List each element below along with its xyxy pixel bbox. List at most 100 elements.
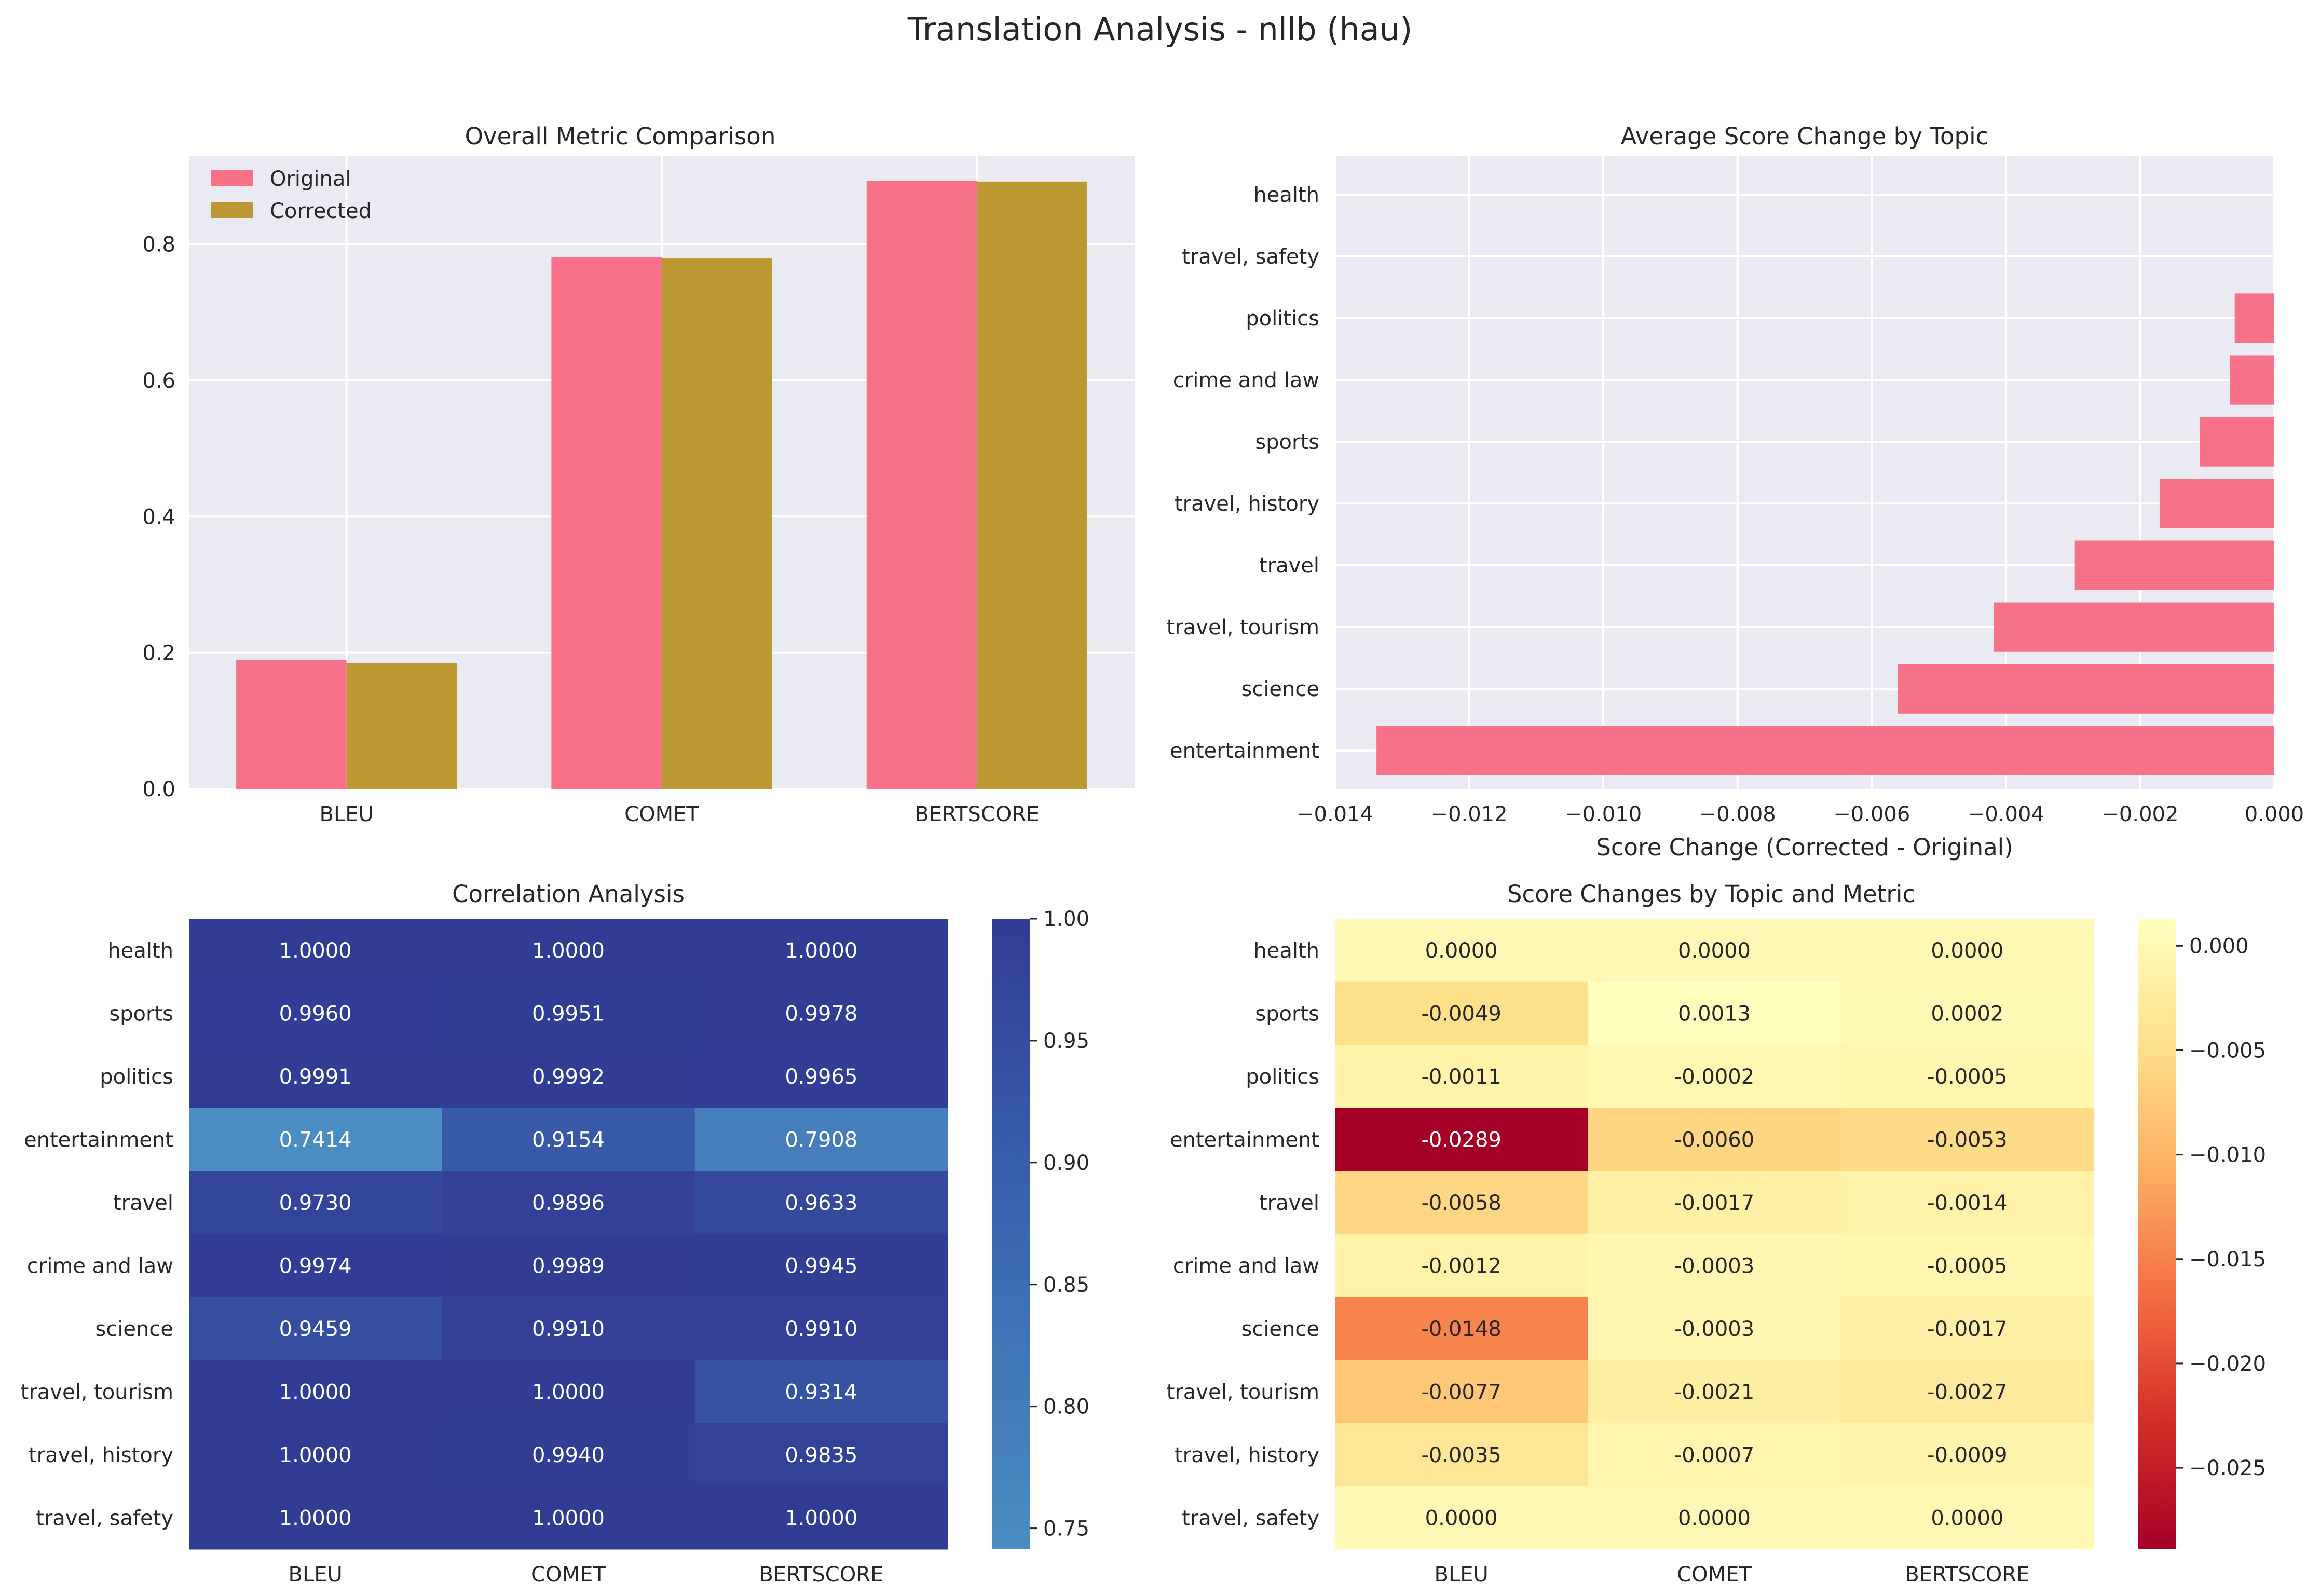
x-tick-label: COMET xyxy=(624,802,699,826)
x-tick-label: BERTSCORE xyxy=(915,802,1039,826)
colorbar-tick-label: −0.025 xyxy=(2189,1456,2266,1480)
heatmap-cell xyxy=(442,1360,695,1424)
cell-label: -0.0017 xyxy=(1927,1317,2007,1341)
colorbar-tick-label: −0.020 xyxy=(2189,1352,2266,1376)
heatmap-cell xyxy=(189,1108,442,1171)
cell-label: 1.0000 xyxy=(532,939,605,963)
column-label: BERTSCORE xyxy=(1905,1563,2029,1587)
x-tick-label: −0.010 xyxy=(1565,802,1642,826)
y-tick-label: 0.0 xyxy=(142,777,175,801)
colorbar xyxy=(992,919,1030,1549)
row-label: politics xyxy=(1246,1065,1319,1089)
heatmap-cell xyxy=(694,919,948,982)
heatmap-cell xyxy=(1588,981,1841,1045)
bar xyxy=(2074,540,2274,590)
cell-label: 0.9633 xyxy=(785,1191,857,1215)
cell-label: 1.0000 xyxy=(279,939,352,963)
cell-label: 0.9314 xyxy=(785,1380,857,1404)
cell-label: 0.9951 xyxy=(532,1002,605,1026)
heatmap-cell xyxy=(1588,1423,1841,1486)
bar-original xyxy=(866,181,977,789)
heatmap-cell xyxy=(1840,919,2094,982)
heatmap-cell xyxy=(1588,1171,1841,1234)
row-label: sports xyxy=(109,1002,173,1026)
bar-corrected xyxy=(662,258,772,789)
row-label: sports xyxy=(1255,1002,1319,1026)
y-tick-label: 0.2 xyxy=(142,642,175,665)
bar xyxy=(2234,293,2274,343)
cell-label: 0.9730 xyxy=(279,1191,352,1215)
cell-label: -0.0027 xyxy=(1927,1380,2007,1404)
column-label: COMET xyxy=(531,1563,606,1587)
bar-original xyxy=(551,257,662,789)
heatmap-cell xyxy=(189,1486,442,1550)
heatmap-cell xyxy=(1840,1360,2094,1424)
bar xyxy=(2230,355,2274,405)
heatmap-cell xyxy=(1840,1486,2094,1550)
heatmap-cell xyxy=(1840,1234,2094,1298)
y-tick-label: crime and law xyxy=(1173,369,1319,392)
y-tick-label: entertainment xyxy=(1170,739,1319,763)
chart-title: Overall Metric Comparison xyxy=(465,122,776,150)
heatmap-cell xyxy=(1840,1297,2094,1360)
row-label: travel, history xyxy=(29,1443,173,1467)
cell-label: -0.0017 xyxy=(1674,1191,1754,1215)
cell-label: 1.0000 xyxy=(279,1380,352,1404)
row-label: travel, safety xyxy=(36,1506,173,1530)
heatmap-cell xyxy=(1840,1171,2094,1234)
cell-label: 0.9896 xyxy=(532,1191,605,1215)
heatmap-cell xyxy=(189,1045,442,1108)
cell-label: 0.0000 xyxy=(1931,1506,2003,1530)
colorbar-tick-label: −0.015 xyxy=(2189,1248,2266,1272)
cell-label: 1.0000 xyxy=(279,1506,352,1530)
cell-label: -0.0058 xyxy=(1421,1191,1501,1215)
cell-label: -0.0005 xyxy=(1927,1254,2007,1278)
colorbar-tick-label: 0.80 xyxy=(1043,1395,1089,1419)
heatmap-cell xyxy=(442,1297,695,1360)
row-label: travel, tourism xyxy=(1167,1380,1319,1404)
cell-label: 0.9991 xyxy=(279,1065,352,1089)
cell-label: 0.9965 xyxy=(785,1065,857,1089)
heatmap-cell xyxy=(442,1045,695,1108)
cell-label: -0.0021 xyxy=(1674,1380,1754,1404)
cell-label: 0.9978 xyxy=(785,1002,857,1026)
heatmap-cell xyxy=(1840,1108,2094,1171)
column-label: BLEU xyxy=(1435,1563,1489,1587)
cell-label: 1.0000 xyxy=(532,1380,605,1404)
bar xyxy=(2159,479,2274,528)
heatmap-cell xyxy=(1335,1234,1588,1298)
heatmap-cell xyxy=(442,1108,695,1171)
column-label: BERTSCORE xyxy=(759,1563,883,1587)
legend-swatch xyxy=(211,202,253,218)
row-label: entertainment xyxy=(1170,1128,1319,1152)
cell-label: 0.0000 xyxy=(1678,1506,1751,1530)
bar xyxy=(1898,664,2274,714)
heatmap-cell xyxy=(1840,1045,2094,1108)
x-tick-label: −0.012 xyxy=(1431,802,1508,826)
bar-corrected xyxy=(346,663,457,789)
row-label: travel xyxy=(113,1191,173,1215)
cell-label: 0.7908 xyxy=(785,1128,857,1152)
cell-label: 0.9960 xyxy=(279,1002,352,1026)
colorbar-tick-label: 1.00 xyxy=(1043,907,1089,931)
row-label: travel, history xyxy=(1175,1443,1319,1467)
cell-label: -0.0012 xyxy=(1421,1254,1501,1278)
chart-title: Score Changes by Topic and Metric xyxy=(1507,880,1915,908)
cell-label: -0.0003 xyxy=(1674,1254,1754,1278)
heatmap-cell xyxy=(694,981,948,1045)
row-label: science xyxy=(95,1317,173,1341)
heatmap-cell xyxy=(1588,1045,1841,1108)
cell-label: 0.0000 xyxy=(1678,939,1751,963)
x-tick-label: −0.006 xyxy=(1833,802,1910,826)
heatmap-cell xyxy=(189,981,442,1045)
heatmap-cell xyxy=(694,1360,948,1424)
y-tick-label: science xyxy=(1241,677,1319,701)
heatmap-cell xyxy=(1335,1423,1588,1486)
cell-label: 0.0002 xyxy=(1931,1002,2003,1026)
row-label: travel, safety xyxy=(1182,1506,1319,1530)
chart-title: Correlation Analysis xyxy=(452,880,685,908)
cell-label: 0.9989 xyxy=(532,1254,605,1278)
x-tick-label: −0.014 xyxy=(1297,802,1373,826)
colorbar-tick-label: 0.75 xyxy=(1043,1517,1089,1541)
heatmap-cell xyxy=(694,1234,948,1298)
